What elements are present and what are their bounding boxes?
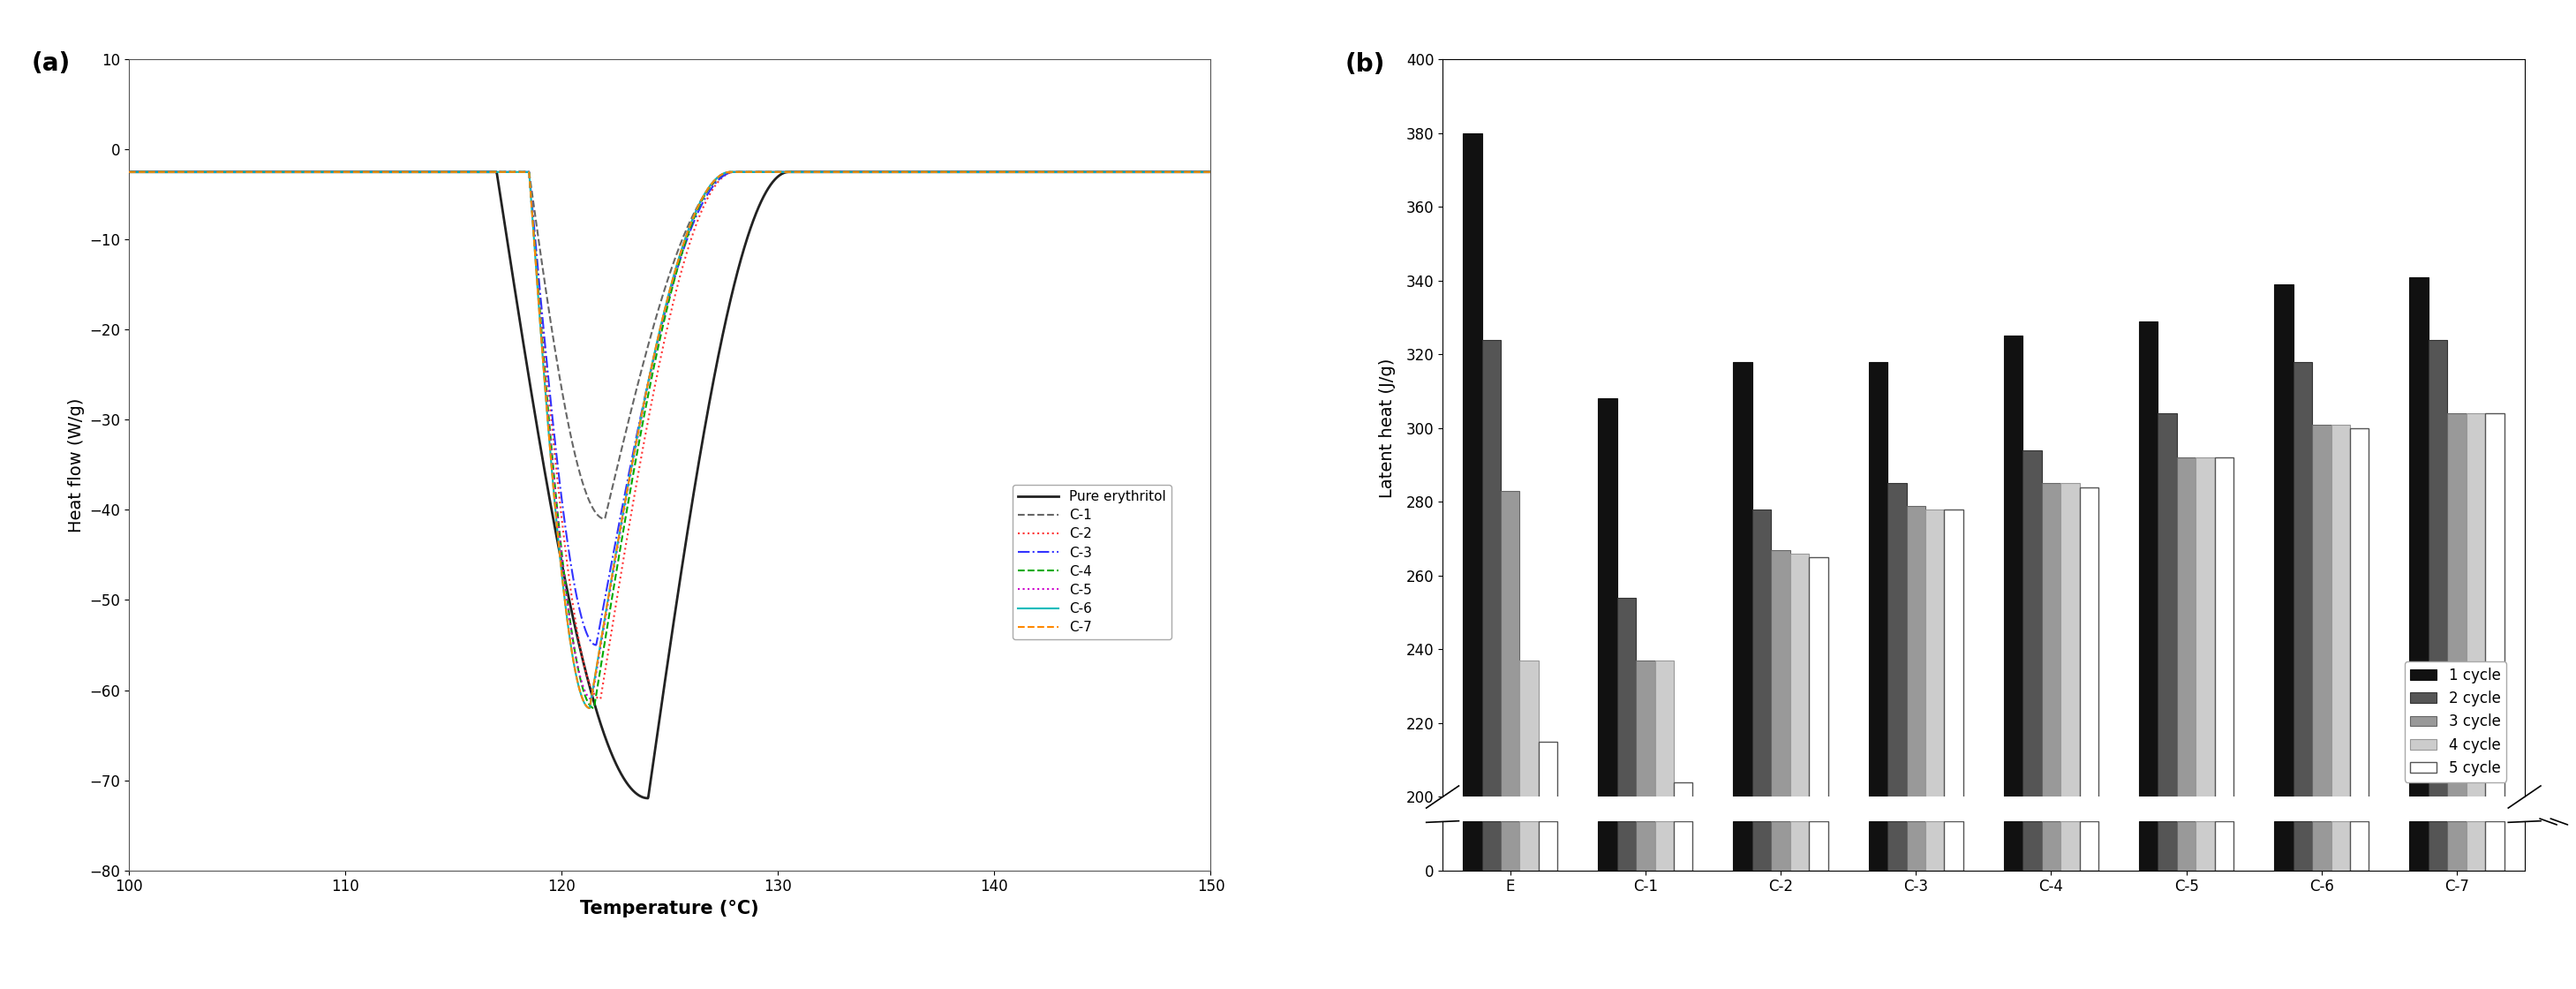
Bar xyxy=(1888,484,1906,989)
Bar xyxy=(1945,822,1963,870)
Bar xyxy=(2159,413,2177,989)
Bar xyxy=(2293,822,2313,870)
Bar xyxy=(2275,822,2293,870)
Bar xyxy=(1808,822,1829,870)
Bar xyxy=(1654,822,1674,870)
Bar xyxy=(2429,339,2447,989)
Text: (b): (b) xyxy=(1345,52,1386,77)
Bar xyxy=(2004,822,2022,870)
Bar xyxy=(1888,822,1906,870)
Bar xyxy=(1654,661,1674,989)
Bar xyxy=(2043,822,2061,870)
Bar xyxy=(2043,484,2061,989)
Bar xyxy=(2079,822,2099,870)
Bar xyxy=(2079,488,2099,989)
Bar xyxy=(1868,822,1888,870)
Bar xyxy=(2022,822,2043,870)
Bar xyxy=(1502,491,1520,989)
Bar xyxy=(2349,822,2370,870)
Bar xyxy=(1924,509,1945,989)
Bar xyxy=(1636,661,1654,989)
Bar xyxy=(2331,822,2349,870)
Bar xyxy=(1520,661,1538,989)
Bar xyxy=(1734,822,1752,870)
Bar xyxy=(2447,822,2465,870)
Bar xyxy=(1520,822,1538,870)
Legend: 1 cycle, 2 cycle, 3 cycle, 4 cycle, 5 cycle: 1 cycle, 2 cycle, 3 cycle, 4 cycle, 5 cy… xyxy=(2403,662,2506,782)
Bar xyxy=(1618,597,1636,989)
Legend: Pure erythritol, C-1, C-2, C-3, C-4, C-5, C-6, C-7: Pure erythritol, C-1, C-2, C-3, C-4, C-5… xyxy=(1012,485,1172,640)
Bar xyxy=(1772,550,1790,989)
Bar xyxy=(2331,424,2349,989)
Bar xyxy=(2409,277,2429,989)
Bar xyxy=(1674,822,1692,870)
Bar xyxy=(2486,413,2504,989)
Bar xyxy=(1772,822,1790,870)
Bar xyxy=(2061,822,2079,870)
Y-axis label: Latent heat (J/g): Latent heat (J/g) xyxy=(1378,358,1396,498)
Text: (a): (a) xyxy=(31,51,70,76)
Bar xyxy=(1463,134,1481,989)
Bar xyxy=(2022,450,2043,989)
Bar xyxy=(1906,822,1924,870)
Bar xyxy=(2138,822,2159,870)
Bar xyxy=(2177,458,2195,989)
Bar xyxy=(1502,822,1520,870)
Bar xyxy=(2313,424,2331,989)
Bar xyxy=(1734,362,1752,989)
Bar xyxy=(2195,822,2215,870)
Bar xyxy=(1597,399,1618,989)
Bar xyxy=(2465,822,2486,870)
Bar xyxy=(1538,742,1558,989)
Bar xyxy=(1945,509,1963,989)
Bar xyxy=(2429,822,2447,870)
Bar xyxy=(1481,822,1502,870)
Bar xyxy=(2465,413,2486,989)
Bar xyxy=(2349,428,2370,989)
Bar xyxy=(1790,554,1808,989)
Bar xyxy=(1674,782,1692,989)
Bar xyxy=(2138,321,2159,989)
Bar xyxy=(1538,822,1558,870)
Bar xyxy=(2275,284,2293,989)
Bar xyxy=(1481,339,1502,989)
Bar xyxy=(2215,458,2233,989)
Bar xyxy=(1924,822,1945,870)
Bar xyxy=(1868,362,1888,989)
Bar xyxy=(2409,822,2429,870)
Bar xyxy=(2195,458,2215,989)
Bar xyxy=(2447,413,2465,989)
Y-axis label: Heat flow (W/g): Heat flow (W/g) xyxy=(67,398,85,532)
X-axis label: Temperature (°C): Temperature (°C) xyxy=(580,900,760,918)
Bar xyxy=(2293,362,2313,989)
Bar xyxy=(1906,505,1924,989)
Bar xyxy=(2004,336,2022,989)
Bar xyxy=(1463,822,1481,870)
Bar xyxy=(2159,822,2177,870)
Bar xyxy=(1752,509,1772,989)
Bar xyxy=(2486,822,2504,870)
Bar xyxy=(1808,557,1829,989)
Bar xyxy=(2313,822,2331,870)
Bar xyxy=(2061,484,2079,989)
Bar xyxy=(1618,822,1636,870)
Bar xyxy=(1790,822,1808,870)
Bar xyxy=(2215,822,2233,870)
Bar xyxy=(1752,822,1772,870)
Bar xyxy=(1597,822,1618,870)
Bar xyxy=(1636,822,1654,870)
Bar xyxy=(2177,822,2195,870)
